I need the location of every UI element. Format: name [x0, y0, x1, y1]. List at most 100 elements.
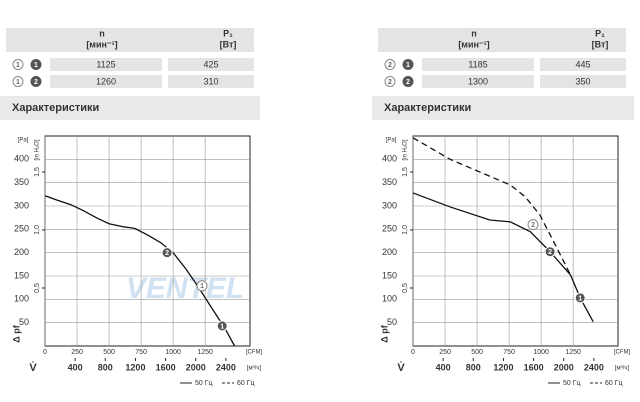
table-header [378, 28, 626, 52]
cell-p: 425 [203, 59, 218, 69]
x2-tick-label: 2000 [554, 362, 574, 372]
cell-bg [168, 58, 254, 71]
x-unit: [CFM] [246, 350, 263, 356]
cell-bg [50, 75, 162, 88]
row-curve-label: 2 [388, 79, 392, 86]
x2-tick-label: 2000 [186, 362, 206, 372]
operating-point [161, 247, 173, 259]
y-tick-label: 100 [382, 294, 397, 304]
y2-tick-label: 1,0 [34, 225, 41, 235]
cell-p: 445 [575, 59, 590, 69]
y-tick-label: 50 [19, 317, 29, 327]
section-band [0, 96, 260, 120]
section-heading: Характеристики [12, 102, 99, 114]
y-tick-label: 150 [14, 270, 29, 280]
y-tick-label: 250 [382, 224, 397, 234]
header-p: P₁ [595, 28, 605, 38]
header-p-unit: [Вт] [592, 39, 609, 49]
cell-bg [422, 58, 534, 71]
operating-point [544, 246, 556, 258]
y-tick-label: 250 [14, 224, 29, 234]
cell-bg [422, 75, 534, 88]
header-n: n [471, 28, 477, 38]
header-n-unit: [мин⁻¹] [86, 39, 117, 49]
y-tick-label: 100 [14, 294, 29, 304]
row-point-circle [30, 59, 42, 70]
x2-tick-label: 2400 [584, 362, 604, 372]
legend-label: 60 Гц [237, 380, 255, 387]
x2-tick-label: 1200 [493, 362, 513, 372]
x2-tick-label: 800 [466, 362, 481, 372]
row-curve-circle [12, 59, 24, 70]
row-point-circle [30, 76, 42, 87]
y-axis-label: Δ pf [11, 324, 21, 342]
operating-point-label: 2 [531, 222, 535, 229]
x-tick-label: 250 [71, 349, 83, 356]
row-point-label: 1 [34, 62, 38, 69]
operating-point-label: 1 [220, 323, 224, 330]
x-tick-label: 750 [503, 349, 515, 356]
table-header [6, 28, 254, 52]
row-curve-label: 2 [388, 62, 392, 69]
y2-tick-label: 0,5 [34, 283, 41, 293]
row-point-circle [402, 59, 414, 70]
y2-unit: [in H₂O] [35, 139, 41, 160]
y-tick-label: 350 [382, 177, 397, 187]
watermark: VENTEL [126, 272, 244, 305]
row-point-label: 2 [34, 79, 38, 86]
header-p-unit: [Вт] [220, 39, 237, 49]
x-axis-label: V̇ [29, 361, 37, 374]
legend-label: 60 Гц [605, 380, 623, 387]
y-tick-label: 50 [387, 317, 397, 327]
y2-tick-label: 1,5 [34, 167, 41, 177]
y-tick-label: 300 [382, 200, 397, 210]
x2-unit: [м³/ч] [615, 366, 630, 372]
x2-unit: [м³/ч] [247, 366, 262, 372]
row-curve-circle [384, 76, 396, 87]
row-point-circle [402, 76, 414, 87]
cell-bg [540, 75, 626, 88]
cell-n: 1125 [96, 59, 115, 69]
x2-tick-label: 800 [98, 362, 113, 372]
x-tick-label: 500 [103, 349, 115, 356]
section-heading: Характеристики [384, 102, 471, 114]
operating-point [574, 292, 586, 304]
y-tick-label: 200 [14, 247, 29, 257]
cell-n: 1260 [96, 76, 116, 86]
operating-point [216, 320, 228, 332]
cell-bg [168, 75, 254, 88]
row-curve-label: 1 [16, 62, 20, 69]
operating-point-label: 2 [548, 249, 552, 256]
y2-unit: [in H₂O] [403, 139, 409, 160]
x2-tick-label: 1600 [156, 362, 176, 372]
cell-n: 1300 [468, 76, 488, 86]
plot-frame [412, 135, 619, 347]
y-tick-label: 400 [14, 154, 29, 164]
cell-bg [50, 58, 162, 71]
section-band [372, 96, 634, 120]
operating-point [196, 280, 208, 292]
y-tick-label: 150 [382, 270, 397, 280]
x2-tick-label: 2400 [216, 362, 236, 372]
x2-tick-label: 400 [436, 362, 451, 372]
y2-tick-label: 1,5 [402, 167, 409, 177]
y-tick-label: 350 [14, 177, 29, 187]
y2-tick-label: 1,0 [402, 225, 409, 235]
header-n: n [99, 28, 105, 38]
row-curve-label: 1 [16, 79, 20, 86]
cell-p: 350 [575, 76, 590, 86]
x2-tick-label: 1200 [125, 362, 145, 372]
y-axis-label: Δ pf [379, 324, 389, 342]
header-p: P₁ [223, 28, 233, 38]
operating-point [527, 219, 539, 231]
row-point-label: 1 [406, 62, 410, 69]
curve [44, 195, 236, 347]
y-tick-label: 200 [382, 247, 397, 257]
x-tick-label: 0 [43, 349, 47, 356]
legend-label: 50 Гц [195, 380, 213, 387]
plot-frame [44, 135, 251, 347]
x-tick-label: 0 [411, 349, 415, 356]
cell-n: 1185 [468, 59, 487, 69]
x-tick-label: 500 [471, 349, 483, 356]
